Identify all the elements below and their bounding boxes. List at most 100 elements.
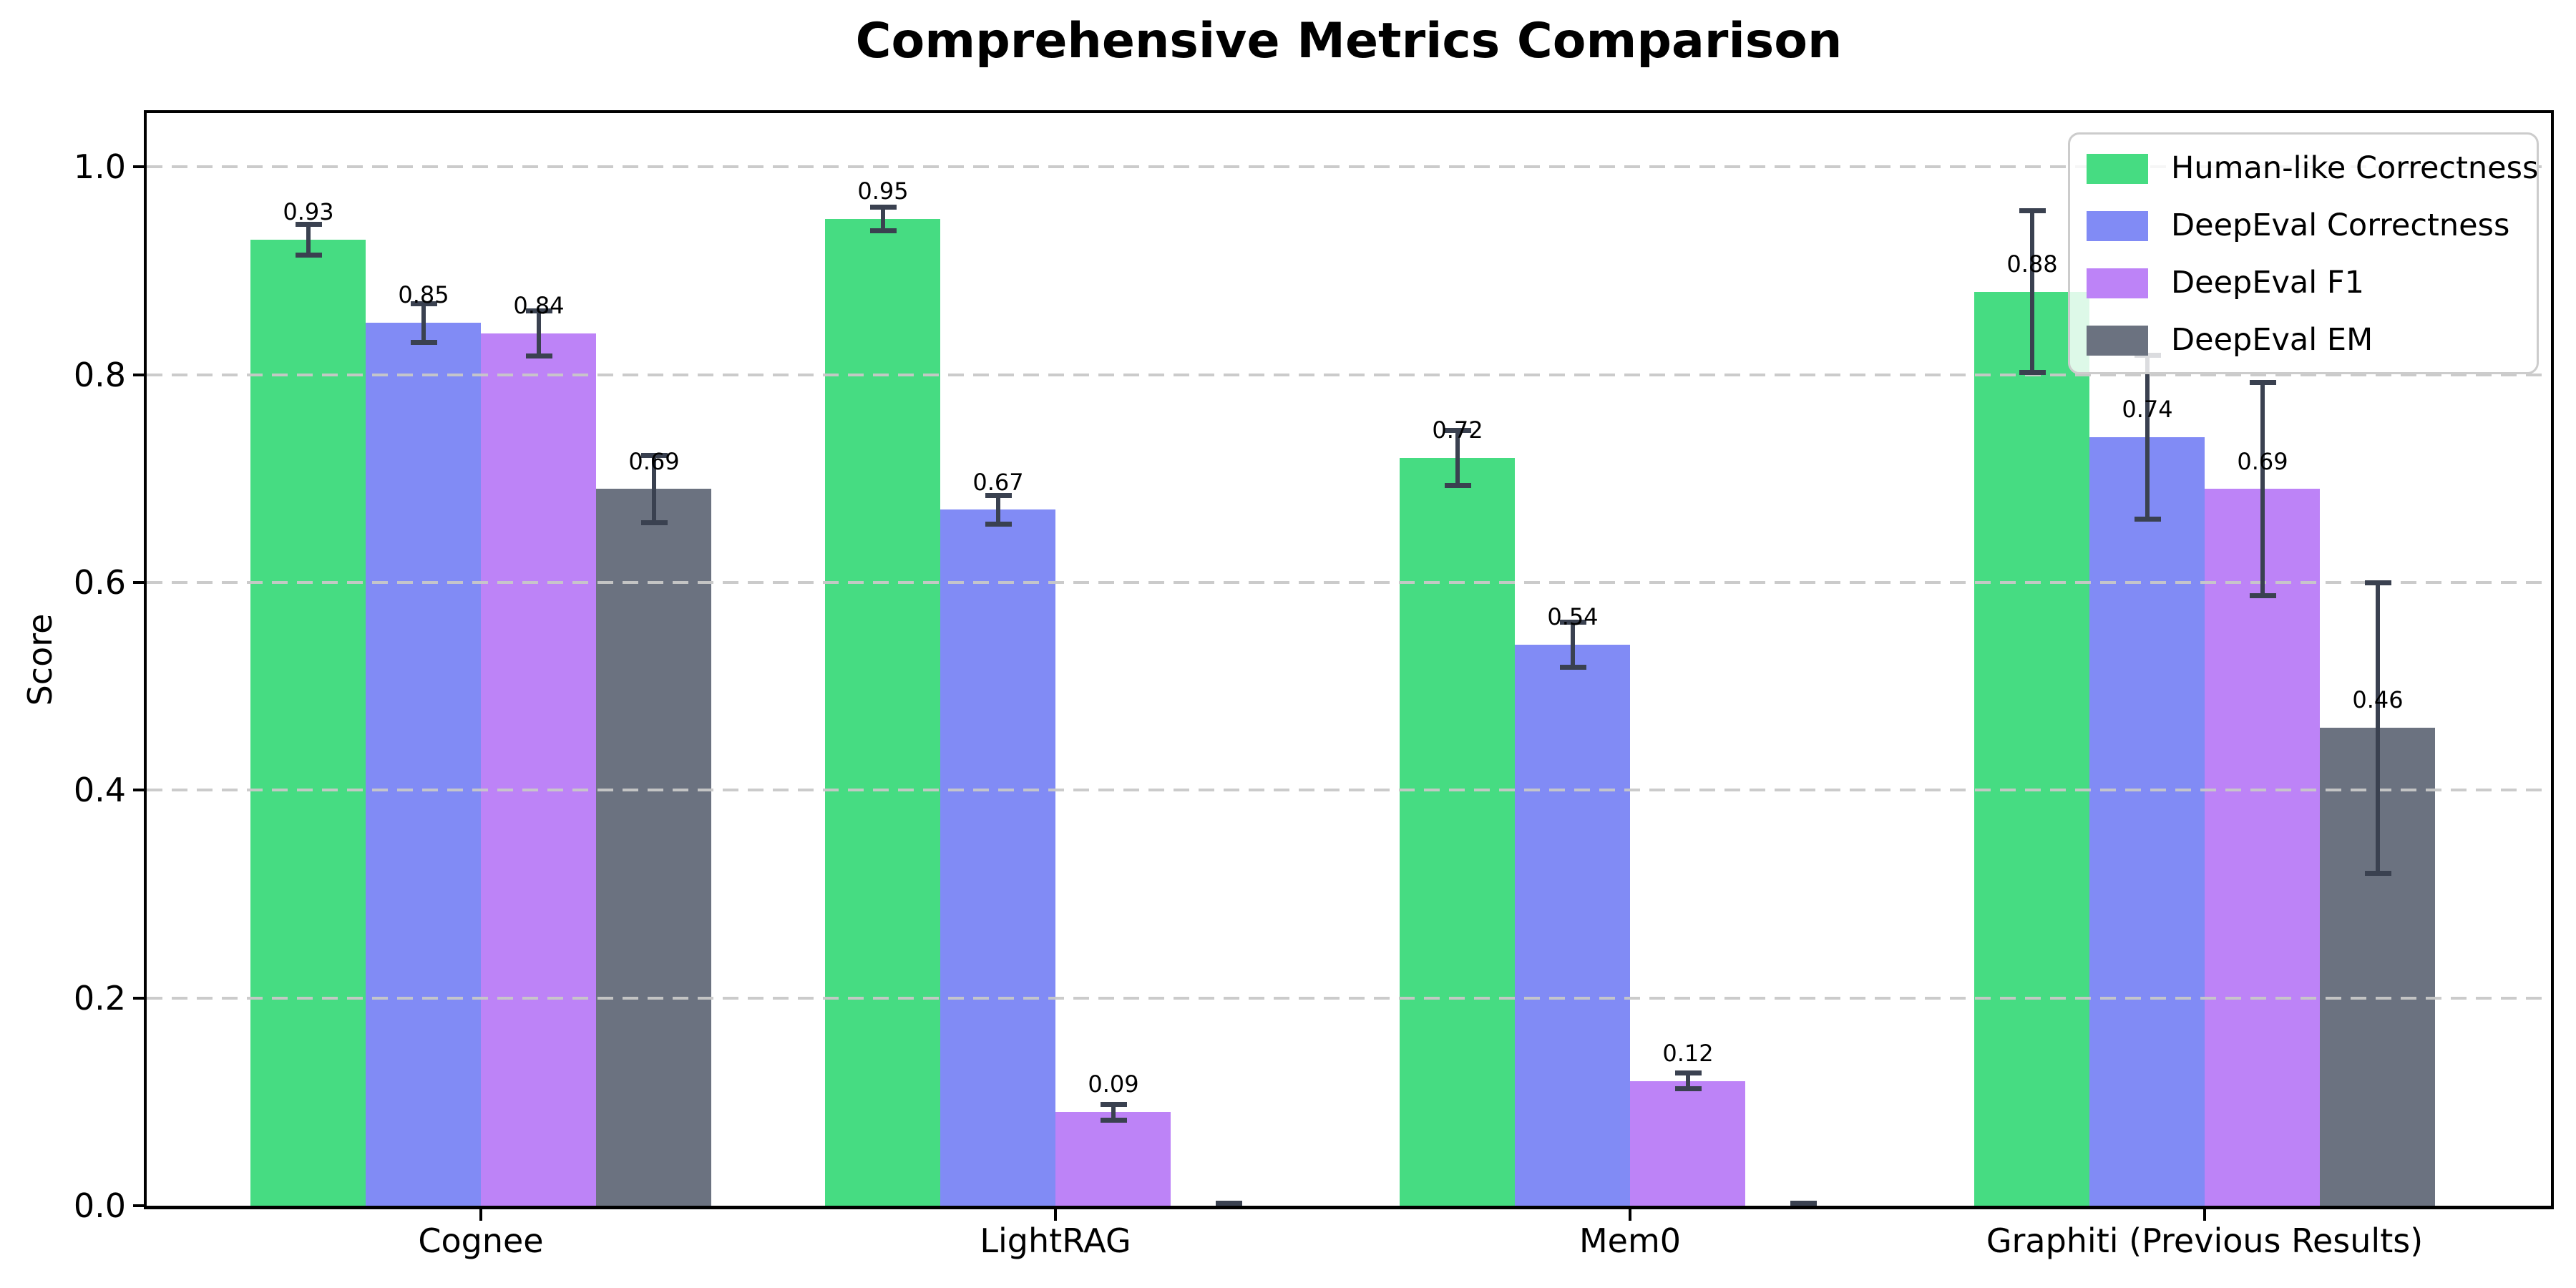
error-bar	[306, 224, 311, 255]
x-tick	[1629, 1209, 1631, 1221]
legend-swatch	[2087, 326, 2148, 356]
legend-item: DeepEval Correctness	[2068, 200, 2534, 257]
gridline	[147, 374, 2551, 376]
bar	[1630, 1081, 1745, 1206]
left-spine	[144, 110, 147, 1209]
error-cap	[1101, 1102, 1127, 1107]
error-bar	[537, 311, 541, 356]
x-tick	[2203, 1209, 2206, 1221]
y-tick-label: 0.2	[73, 979, 126, 1018]
top-spine	[144, 110, 2554, 113]
y-tick	[133, 789, 147, 791]
gridline	[147, 997, 2551, 1000]
error-bar	[2376, 582, 2380, 873]
legend-item: Human-like Correctness	[2068, 142, 2538, 200]
error-cap	[296, 222, 322, 227]
bar-value-label: 0.54	[1547, 603, 1599, 630]
error-cap	[985, 522, 1012, 527]
error-cap	[1216, 1201, 1242, 1206]
error-cap	[1445, 483, 1471, 488]
bar	[1974, 292, 2089, 1206]
bar	[1400, 458, 1515, 1206]
y-axis-title: Score	[21, 613, 59, 706]
y-tick-label: 0.0	[73, 1186, 126, 1225]
legend-label: Human-like Correctness	[2171, 150, 2539, 186]
bar-value-label: 0.72	[1432, 416, 1483, 444]
bar	[1515, 645, 1630, 1206]
y-tick	[133, 581, 147, 584]
legend-label: DeepEval EM	[2171, 322, 2373, 358]
error-cap	[296, 253, 322, 258]
y-tick-label: 0.6	[73, 563, 126, 602]
bar-value-label: 0.46	[2352, 686, 2404, 713]
error-cap	[411, 301, 437, 306]
bar	[596, 489, 711, 1206]
y-tick-label: 0.4	[73, 771, 126, 809]
bar-value-label: 0.85	[398, 281, 449, 308]
legend-swatch	[2087, 154, 2148, 184]
error-cap	[411, 340, 437, 345]
error-cap	[1101, 1118, 1127, 1123]
error-cap	[870, 205, 897, 210]
bar-value-label: 0.93	[283, 198, 334, 225]
y-tick	[133, 1204, 147, 1207]
gridline	[147, 789, 2551, 791]
x-tick-label: Graphiti (Previous Results)	[1986, 1221, 2424, 1260]
error-bar	[2260, 382, 2265, 596]
error-bar	[2030, 210, 2034, 372]
error-cap	[2250, 380, 2276, 385]
error-cap	[985, 493, 1012, 498]
error-bar	[1111, 1104, 1116, 1121]
legend-item: DeepEval EM	[2068, 314, 2534, 371]
error-cap	[1445, 428, 1471, 433]
x-tick	[1054, 1209, 1057, 1221]
error-cap	[526, 308, 552, 313]
error-bar	[881, 207, 885, 232]
error-bar	[1571, 622, 1575, 668]
bar-value-label: 0.69	[628, 448, 680, 475]
error-cap	[526, 353, 552, 358]
bar-value-label: 0.12	[1662, 1040, 1714, 1067]
error-bar	[2145, 355, 2150, 519]
gridline	[147, 165, 2551, 168]
error-cap	[1675, 1086, 1702, 1091]
error-cap	[1560, 665, 1586, 670]
error-cap	[1560, 620, 1586, 625]
bar-value-label: 0.88	[2006, 250, 2058, 278]
bar	[940, 509, 1055, 1206]
error-bar	[1455, 430, 1460, 486]
error-cap	[2019, 370, 2046, 375]
bar-value-label: 0.69	[2237, 448, 2288, 475]
error-cap	[2365, 871, 2391, 876]
y-tick	[133, 165, 147, 168]
legend-item: DeepEval F1	[2068, 257, 2534, 314]
error-bar	[996, 495, 1000, 525]
bar	[2089, 437, 2205, 1206]
error-cap	[2250, 593, 2276, 598]
y-tick	[133, 997, 147, 1000]
legend-swatch	[2087, 211, 2148, 241]
legend-label: DeepEval F1	[2171, 265, 2364, 301]
bar	[250, 240, 366, 1206]
error-cap	[2019, 208, 2046, 213]
bar-value-label: 0.84	[513, 292, 565, 319]
y-tick	[133, 374, 147, 376]
error-bar	[1686, 1073, 1690, 1089]
x-tick-label: LightRAG	[980, 1221, 1131, 1260]
error-bar	[421, 303, 426, 343]
bar-value-label: 0.95	[857, 177, 909, 205]
error-cap	[2135, 517, 2161, 522]
chart-title: Comprehensive Metrics Comparison	[855, 13, 1843, 69]
bar	[1055, 1112, 1171, 1206]
x-tick-label: Cognee	[418, 1221, 544, 1260]
error-cap	[1675, 1070, 1702, 1075]
error-cap	[641, 453, 668, 458]
error-bar	[652, 455, 656, 524]
right-spine	[2551, 110, 2554, 1209]
x-tick-label: Mem0	[1579, 1221, 1682, 1260]
y-tick-label: 1.0	[73, 147, 126, 186]
error-cap	[1790, 1201, 1817, 1206]
error-cap	[870, 228, 897, 233]
gridline	[147, 581, 2551, 584]
bar	[481, 333, 596, 1206]
